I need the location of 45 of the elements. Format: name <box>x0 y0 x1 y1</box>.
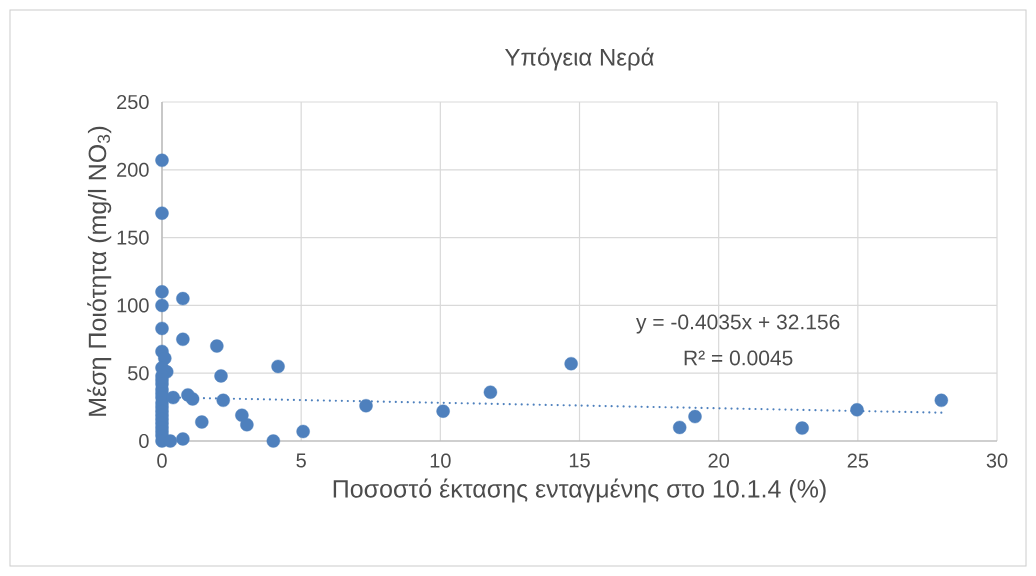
point <box>296 424 310 439</box>
point <box>166 390 180 405</box>
point <box>266 434 281 448</box>
point <box>176 332 190 346</box>
y-axis-title: Μέση Ποιότητα (mg/l NO$_{3}$) <box>87 126 112 416</box>
point <box>271 359 285 374</box>
y-tick-label: 0 <box>139 433 149 449</box>
x-tick-label: 25 <box>847 453 869 468</box>
point <box>688 409 702 424</box>
point <box>359 399 373 413</box>
point <box>176 291 190 306</box>
x-tick-label: 30 <box>986 453 1008 468</box>
point <box>210 339 224 353</box>
y-tick-label: 100 <box>117 298 149 313</box>
x-tick-label: 15 <box>569 453 590 468</box>
y-tick-label: 150 <box>117 230 149 245</box>
x-tick-label: 20 <box>708 453 729 468</box>
x-tick-label: 5 <box>296 453 306 468</box>
point <box>195 415 209 429</box>
point <box>436 404 450 418</box>
y-tick-label: 200 <box>117 162 149 177</box>
annotation: R² = 0.0045 <box>684 350 793 366</box>
point <box>673 420 687 435</box>
point <box>795 421 809 435</box>
point <box>155 206 169 220</box>
x-axis-title: Ποσοστό έκτασης ενταγμένης στο 10.1.4 (%) <box>333 478 826 503</box>
point <box>934 393 949 408</box>
point <box>483 385 498 399</box>
x-tick-label: 0 <box>157 453 167 468</box>
point <box>155 285 169 299</box>
point <box>216 393 230 408</box>
chart-title: Υπόγεια Νερά <box>505 47 654 71</box>
annotation: y = -0.4035x + 32.156 <box>636 314 840 334</box>
y-tick-label: 50 <box>128 366 149 381</box>
x-tick-label: 10 <box>430 453 451 468</box>
point <box>214 369 228 383</box>
point <box>155 298 169 313</box>
point <box>155 321 169 336</box>
y-tick-label: 250 <box>117 94 149 110</box>
point <box>564 357 578 371</box>
point <box>155 153 169 168</box>
point <box>850 403 864 417</box>
point <box>240 418 254 432</box>
point <box>176 432 190 446</box>
point <box>185 392 200 406</box>
